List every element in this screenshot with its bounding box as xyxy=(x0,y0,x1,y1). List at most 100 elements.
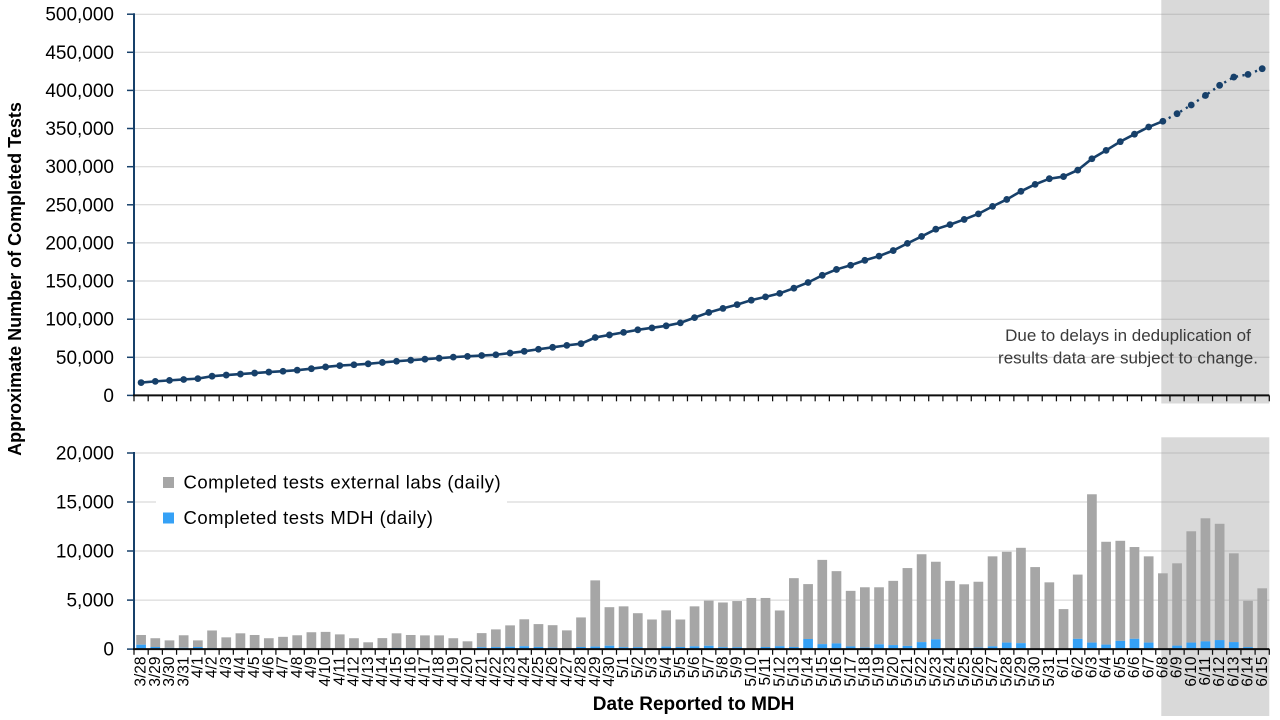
svg-text:5,000: 5,000 xyxy=(66,591,114,612)
svg-text:3/28: 3/28 xyxy=(133,657,150,687)
svg-text:Approximate Number of Complete: Approximate Number of Completed Tests xyxy=(5,102,25,456)
svg-text:5/18: 5/18 xyxy=(856,657,873,687)
svg-text:5/16: 5/16 xyxy=(828,657,845,687)
svg-text:400,000: 400,000 xyxy=(45,81,114,102)
svg-text:4/15: 4/15 xyxy=(388,657,405,687)
svg-text:5/19: 5/19 xyxy=(871,657,888,687)
svg-text:4/23: 4/23 xyxy=(502,657,519,687)
svg-text:6/12: 6/12 xyxy=(1211,657,1228,687)
svg-text:4/28: 4/28 xyxy=(573,657,590,687)
svg-text:4/16: 4/16 xyxy=(402,657,419,687)
svg-text:4/3: 4/3 xyxy=(218,657,235,679)
svg-text:5/26: 5/26 xyxy=(970,657,987,687)
svg-text:4/30: 4/30 xyxy=(601,656,618,687)
svg-text:4/20: 4/20 xyxy=(459,656,476,687)
svg-text:5/13: 5/13 xyxy=(785,657,802,687)
svg-text:15,000: 15,000 xyxy=(56,493,114,514)
svg-text:5/15: 5/15 xyxy=(814,657,831,687)
svg-text:6/5: 6/5 xyxy=(1112,657,1129,679)
svg-text:6/6: 6/6 xyxy=(1126,657,1143,679)
svg-text:5/28: 5/28 xyxy=(998,657,1015,687)
svg-text:5/2: 5/2 xyxy=(629,657,646,679)
svg-text:0: 0 xyxy=(103,640,114,661)
svg-text:300,000: 300,000 xyxy=(45,157,114,178)
svg-text:5/31: 5/31 xyxy=(1041,657,1058,687)
svg-text:5/24: 5/24 xyxy=(942,656,959,687)
svg-text:5/4: 5/4 xyxy=(658,656,675,678)
svg-text:4/7: 4/7 xyxy=(275,657,292,679)
svg-text:250,000: 250,000 xyxy=(45,195,114,216)
svg-text:150,000: 150,000 xyxy=(45,272,114,293)
svg-text:4/24: 4/24 xyxy=(516,656,533,687)
svg-text:6/3: 6/3 xyxy=(1084,657,1101,679)
svg-text:5/21: 5/21 xyxy=(899,657,916,687)
svg-text:4/6: 4/6 xyxy=(260,657,277,679)
svg-text:results data are subject to ch: results data are subject to change. xyxy=(998,349,1258,368)
svg-text:5/1: 5/1 xyxy=(615,657,632,679)
svg-text:5/30: 5/30 xyxy=(1027,656,1044,687)
svg-text:Due to delays in deduplication: Due to delays in deduplication of xyxy=(1005,326,1251,345)
svg-text:6/9: 6/9 xyxy=(1169,657,1186,679)
svg-text:5/3: 5/3 xyxy=(644,657,661,679)
svg-text:6/1: 6/1 xyxy=(1055,657,1072,679)
svg-text:4/18: 4/18 xyxy=(431,657,448,687)
svg-text:10,000: 10,000 xyxy=(56,542,114,563)
svg-text:4/5: 4/5 xyxy=(246,657,263,679)
svg-text:4/11: 4/11 xyxy=(331,657,348,686)
svg-text:6/14: 6/14 xyxy=(1240,656,1257,687)
svg-text:3/31: 3/31 xyxy=(175,657,192,687)
svg-text:6/15: 6/15 xyxy=(1254,657,1271,687)
svg-text:500,000: 500,000 xyxy=(45,5,114,26)
svg-text:5/27: 5/27 xyxy=(984,657,1001,687)
svg-text:4/17: 4/17 xyxy=(417,657,434,687)
svg-text:4/2: 4/2 xyxy=(204,657,221,679)
svg-text:100,000: 100,000 xyxy=(45,310,114,331)
svg-text:6/2: 6/2 xyxy=(1069,657,1086,679)
svg-text:6/13: 6/13 xyxy=(1225,657,1242,687)
svg-text:4/21: 4/21 xyxy=(473,657,490,687)
svg-text:Completed tests external labs: Completed tests external labs (daily) xyxy=(184,472,502,493)
svg-text:5/8: 5/8 xyxy=(715,657,732,679)
svg-text:350,000: 350,000 xyxy=(45,119,114,140)
svg-text:5/6: 5/6 xyxy=(686,657,703,679)
svg-text:0: 0 xyxy=(103,386,114,407)
svg-text:6/8: 6/8 xyxy=(1154,657,1171,679)
svg-text:3/29: 3/29 xyxy=(147,657,164,687)
svg-text:4/14: 4/14 xyxy=(374,656,391,687)
svg-text:5/7: 5/7 xyxy=(700,657,717,679)
svg-text:6/7: 6/7 xyxy=(1140,657,1157,679)
svg-text:4/1: 4/1 xyxy=(189,657,206,679)
svg-text:4/4: 4/4 xyxy=(232,656,249,678)
svg-text:Completed tests MDH (daily): Completed tests MDH (daily) xyxy=(184,507,434,528)
svg-text:5/10: 5/10 xyxy=(743,656,760,687)
svg-text:4/9: 4/9 xyxy=(303,657,320,679)
svg-text:4/19: 4/19 xyxy=(445,657,462,687)
svg-text:4/10: 4/10 xyxy=(317,656,334,687)
svg-text:5/11: 5/11 xyxy=(757,657,774,686)
svg-text:200,000: 200,000 xyxy=(45,233,114,254)
svg-text:4/25: 4/25 xyxy=(530,657,547,687)
svg-text:20,000: 20,000 xyxy=(56,444,114,465)
svg-text:5/22: 5/22 xyxy=(913,657,930,687)
svg-text:50,000: 50,000 xyxy=(56,348,114,369)
svg-text:6/4: 6/4 xyxy=(1098,656,1115,678)
svg-text:3/30: 3/30 xyxy=(161,656,178,687)
svg-text:4/13: 4/13 xyxy=(360,657,377,687)
svg-text:4/22: 4/22 xyxy=(487,657,504,687)
svg-text:4/29: 4/29 xyxy=(587,657,604,687)
svg-text:5/14: 5/14 xyxy=(800,656,817,687)
svg-text:5/29: 5/29 xyxy=(1013,657,1030,687)
svg-text:5/12: 5/12 xyxy=(771,657,788,687)
svg-text:450,000: 450,000 xyxy=(45,43,114,64)
svg-text:5/17: 5/17 xyxy=(842,657,859,687)
svg-text:5/9: 5/9 xyxy=(729,657,746,679)
svg-text:4/27: 4/27 xyxy=(558,657,575,687)
svg-text:6/11: 6/11 xyxy=(1197,657,1214,686)
svg-text:5/23: 5/23 xyxy=(927,657,944,687)
svg-text:4/12: 4/12 xyxy=(346,657,363,687)
svg-text:5/25: 5/25 xyxy=(956,657,973,687)
svg-text:5/5: 5/5 xyxy=(672,657,689,679)
svg-text:5/20: 5/20 xyxy=(885,656,902,687)
svg-text:Date Reported to MDH: Date Reported to MDH xyxy=(593,694,795,715)
svg-text:4/8: 4/8 xyxy=(289,657,306,679)
